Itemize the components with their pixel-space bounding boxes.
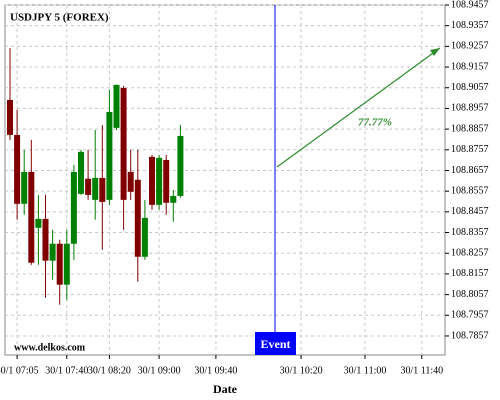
- x-tick-label: 30/1 08:20: [88, 365, 131, 376]
- candle-body: [35, 218, 42, 228]
- candle-body: [127, 171, 134, 192]
- y-tick-label: 108.9157: [451, 61, 489, 72]
- x-tick-label: 30/1 11:00: [344, 365, 387, 376]
- x-tick-label: 30/1 07:05: [0, 365, 39, 376]
- candle-body: [7, 99, 13, 135]
- candle-body: [113, 84, 120, 128]
- y-tick-label: 108.8157: [451, 268, 489, 279]
- x-tick-label: 30/1 11:40: [400, 365, 443, 376]
- candle-body: [42, 218, 49, 261]
- candle-body: [163, 159, 170, 203]
- candle-body: [70, 171, 77, 244]
- watermark: www.delkos.com: [14, 342, 86, 353]
- y-tick-label: 108.7957: [451, 310, 489, 321]
- y-tick-label: 108.8657: [451, 165, 489, 176]
- y-tick-label: 108.8257: [451, 248, 489, 259]
- candle-body: [56, 243, 63, 285]
- y-tick-label: 108.7857: [451, 330, 489, 341]
- x-tick-label: 30/1 07:40: [45, 365, 88, 376]
- candle-body: [141, 217, 148, 257]
- candle-body: [177, 135, 184, 196]
- y-tick-label: 108.8057: [451, 289, 489, 300]
- x-axis-label: Date: [213, 382, 238, 396]
- x-tick-label: 30/1 09:40: [194, 365, 237, 376]
- candle-body: [156, 157, 163, 205]
- y-tick-label: 108.8457: [451, 206, 489, 217]
- candle-body: [49, 243, 56, 261]
- y-tick-label: 108.9057: [451, 82, 489, 93]
- forecast-arrow: [276, 47, 441, 168]
- event-label: Event: [261, 337, 291, 351]
- candle-body: [134, 179, 141, 257]
- forecast-arrowhead: [430, 48, 440, 56]
- candle-body: [120, 87, 127, 200]
- candle-body: [14, 134, 21, 204]
- candle-body: [149, 156, 155, 205]
- candle-body: [85, 178, 92, 195]
- y-tick-label: 108.8857: [451, 123, 489, 134]
- x-tick-label: 30/1 10:20: [280, 365, 323, 376]
- y-tick-label: 108.8357: [451, 227, 489, 238]
- candle-body: [21, 171, 28, 204]
- x-tick-label: 30/1 09:00: [138, 365, 181, 376]
- candle-body: [170, 195, 177, 203]
- candle-body: [106, 111, 113, 200]
- y-tick-label: 108.9457: [451, 0, 489, 10]
- candle-body: [99, 177, 106, 202]
- y-tick-label: 108.8957: [451, 103, 489, 114]
- y-tick-label: 108.8557: [451, 185, 489, 196]
- chart-title: USDJPY 5 (FOREX): [10, 12, 109, 24]
- candle-body: [63, 243, 70, 285]
- y-tick-label: 108.9257: [451, 41, 489, 52]
- y-tick-label: 108.8757: [451, 144, 489, 155]
- y-tick-label: 108.9357: [451, 20, 489, 31]
- forecast-label: 77.77%: [358, 117, 392, 129]
- event-box: [255, 332, 296, 355]
- candle-body: [78, 151, 84, 194]
- candle-body: [28, 171, 35, 263]
- candle-body: [92, 177, 99, 200]
